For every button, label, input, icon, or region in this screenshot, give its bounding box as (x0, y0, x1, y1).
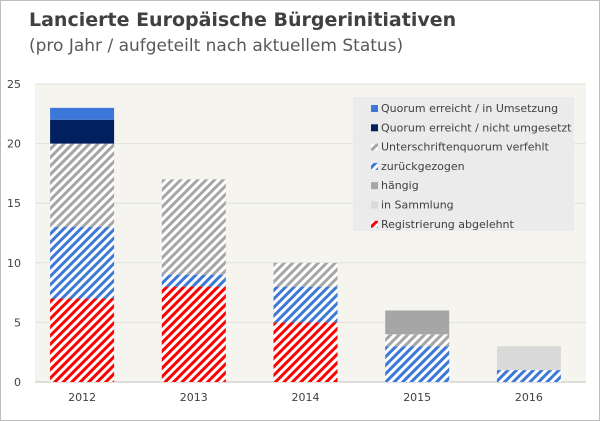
legend-label: hängig (381, 179, 419, 192)
bar-segment (161, 179, 226, 275)
bar-segment (496, 346, 561, 371)
legend-swatch (371, 105, 378, 112)
x-tick-label: 2013 (180, 391, 208, 404)
legend-box (353, 97, 574, 231)
y-tick-label: 25 (7, 78, 21, 91)
bar-segment (496, 370, 561, 382)
chart-subtitle: (pro Jahr / aufgeteilt nach aktuellem St… (29, 36, 404, 56)
legend-swatch (371, 182, 378, 190)
legend-label: zurückgezogen (381, 160, 465, 173)
y-tick-label: 5 (14, 316, 21, 329)
bar-segment (273, 322, 338, 382)
bar-segment (50, 298, 115, 382)
legend-label: in Sammlung (381, 199, 454, 212)
legend-swatch (371, 162, 378, 170)
bar-segment (385, 346, 450, 382)
bar-segment (385, 334, 450, 347)
x-tick-label: 2016 (515, 391, 543, 404)
bar-segment (50, 119, 115, 144)
bar-segment (50, 143, 115, 228)
bar-segment (50, 107, 115, 120)
y-tick-label: 10 (7, 257, 21, 270)
legend-swatch (371, 201, 378, 209)
x-tick-label: 2012 (68, 391, 96, 404)
x-tick-label: 2014 (292, 391, 320, 404)
chart-title: Lancierte Europäische Bürgerinitiativen (29, 9, 457, 31)
legend-swatch (371, 143, 378, 151)
bar-segment (273, 286, 338, 323)
y-tick-label: 20 (7, 138, 21, 151)
y-tick-label: 0 (14, 376, 21, 389)
legend-label: Quorum erreicht / in Umsetzung (381, 102, 558, 115)
legend-label: Quorum erreicht / nicht umgesetzt (381, 121, 572, 134)
bar-segment (50, 227, 115, 299)
bar-segment (273, 262, 338, 287)
x-tick-label: 2015 (403, 391, 431, 404)
legend-label: Unterschriftenquorum verfehlt (381, 141, 550, 154)
bar-segment (161, 286, 226, 382)
legend-label: Registrierung abgelehnt (381, 218, 515, 231)
y-tick-label: 15 (7, 197, 21, 210)
bar-segment (161, 274, 226, 287)
bar-segment (385, 310, 450, 335)
legend-swatch (371, 124, 378, 132)
legend-swatch (371, 220, 378, 228)
